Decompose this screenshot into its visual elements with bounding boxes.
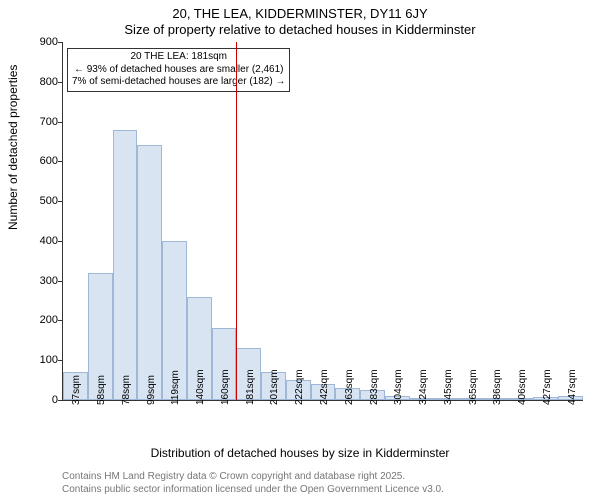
y-tick-mark <box>58 360 62 361</box>
y-tick-mark <box>58 82 62 83</box>
y-tick-mark <box>58 241 62 242</box>
y-tick-label: 600 <box>28 155 58 167</box>
y-tick-mark <box>58 320 62 321</box>
y-tick-label: 200 <box>28 314 58 326</box>
y-tick-label: 100 <box>28 354 58 366</box>
y-tick-mark <box>58 281 62 282</box>
histogram-bar <box>113 130 138 400</box>
y-tick-label: 400 <box>28 235 58 247</box>
y-tick-mark <box>58 161 62 162</box>
x-axis-label: Distribution of detached houses by size … <box>0 446 600 460</box>
footer-line1: Contains HM Land Registry data © Crown c… <box>62 471 405 482</box>
y-axis-label: Number of detached properties <box>6 65 20 230</box>
chart-title-line1: 20, THE LEA, KIDDERMINSTER, DY11 6JY <box>0 6 600 21</box>
annotation-line2: ← 93% of detached houses are smaller (2,… <box>72 64 285 77</box>
y-tick-label: 0 <box>28 394 58 406</box>
y-tick-mark <box>58 400 62 401</box>
reference-line <box>236 42 237 400</box>
annotation-line1: 20 THE LEA: 181sqm <box>72 51 285 64</box>
histogram-bar <box>137 145 162 400</box>
y-tick-label: 700 <box>28 116 58 128</box>
annotation-box: 20 THE LEA: 181sqm ← 93% of detached hou… <box>67 48 290 92</box>
y-tick-label: 500 <box>28 195 58 207</box>
property-size-histogram: 20, THE LEA, KIDDERMINSTER, DY11 6JY Siz… <box>0 0 600 500</box>
y-tick-label: 800 <box>28 76 58 88</box>
y-tick-label: 300 <box>28 275 58 287</box>
y-tick-mark <box>58 42 62 43</box>
plot-area: 20 THE LEA: 181sqm ← 93% of detached hou… <box>62 42 583 401</box>
chart-title-line2: Size of property relative to detached ho… <box>0 22 600 37</box>
annotation-line3: 7% of semi-detached houses are larger (1… <box>72 76 285 89</box>
y-tick-mark <box>58 122 62 123</box>
footer-line2: Contains public sector information licen… <box>62 484 444 495</box>
y-tick-label: 900 <box>28 36 58 48</box>
y-tick-mark <box>58 201 62 202</box>
